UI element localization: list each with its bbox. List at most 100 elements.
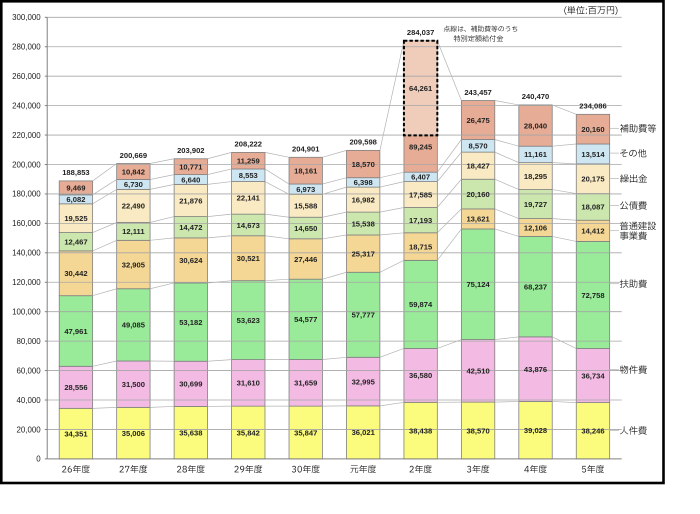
svg-text:18,427: 18,427 — [466, 161, 489, 170]
svg-text:68,237: 68,237 — [524, 282, 547, 291]
svg-text:14,412: 14,412 — [581, 227, 604, 236]
svg-text:20,175: 20,175 — [581, 175, 605, 184]
svg-text:180,000: 180,000 — [12, 190, 41, 199]
svg-text:60,000: 60,000 — [17, 366, 42, 375]
svg-text:18,295: 18,295 — [524, 172, 548, 181]
svg-text:10,771: 10,771 — [179, 162, 203, 171]
svg-text:38,246: 38,246 — [581, 427, 604, 436]
svg-text:75,124: 75,124 — [466, 280, 490, 289]
svg-text:21,876: 21,876 — [179, 196, 202, 205]
svg-text:19,525: 19,525 — [64, 214, 88, 223]
svg-text:27,446: 27,446 — [294, 255, 317, 264]
svg-text:64,261: 64,261 — [409, 84, 433, 93]
svg-text:8,553: 8,553 — [239, 171, 258, 180]
svg-text:54,577: 54,577 — [294, 315, 317, 324]
svg-text:140,000: 140,000 — [12, 249, 41, 258]
svg-text:42,510: 42,510 — [466, 367, 489, 376]
svg-text:160,000: 160,000 — [12, 219, 41, 228]
svg-text:284,037: 284,037 — [407, 28, 434, 37]
svg-text:220,000: 220,000 — [12, 131, 41, 140]
svg-text:39,028: 39,028 — [524, 426, 547, 435]
svg-text:14,650: 14,650 — [294, 224, 317, 233]
svg-text:89,245: 89,245 — [409, 143, 433, 152]
svg-text:280,000: 280,000 — [12, 43, 41, 52]
svg-text:200,000: 200,000 — [12, 160, 41, 169]
svg-text:188,853: 188,853 — [62, 168, 89, 177]
svg-text:17,585: 17,585 — [409, 190, 433, 199]
svg-text:25,317: 25,317 — [352, 249, 375, 258]
svg-text:200,669: 200,669 — [120, 151, 147, 160]
svg-text:26,475: 26,475 — [466, 116, 490, 125]
svg-text:14,673: 14,673 — [237, 221, 260, 230]
svg-text:11,161: 11,161 — [524, 150, 548, 159]
svg-text:32,995: 32,995 — [352, 377, 376, 386]
svg-text:35,847: 35,847 — [294, 428, 317, 437]
svg-text:240,470: 240,470 — [522, 92, 549, 101]
svg-text:6,973: 6,973 — [296, 185, 315, 194]
svg-text:19,727: 19,727 — [524, 200, 547, 209]
svg-text:12,106: 12,106 — [524, 223, 547, 232]
svg-text:20,160: 20,160 — [466, 190, 489, 199]
svg-text:80,000: 80,000 — [17, 337, 42, 346]
svg-text:15,538: 15,538 — [352, 219, 375, 228]
svg-text:38,438: 38,438 — [409, 426, 432, 435]
svg-text:13,514: 13,514 — [581, 150, 605, 159]
svg-text:40,000: 40,000 — [17, 396, 42, 405]
svg-text:204,901: 204,901 — [292, 145, 320, 154]
svg-text:15,588: 15,588 — [294, 202, 317, 211]
svg-text:12,467: 12,467 — [64, 238, 87, 247]
svg-text:6,082: 6,082 — [66, 195, 85, 204]
svg-text:6,640: 6,640 — [181, 175, 200, 184]
svg-text:47,961: 47,961 — [64, 327, 88, 336]
svg-text:100,000: 100,000 — [12, 308, 41, 317]
svg-text:12,111: 12,111 — [122, 227, 145, 236]
svg-text:59,874: 59,874 — [409, 300, 433, 309]
svg-text:208,222: 208,222 — [235, 140, 262, 149]
svg-text:53,623: 53,623 — [237, 316, 260, 325]
svg-text:30,521: 30,521 — [237, 254, 261, 263]
svg-text:18,087: 18,087 — [581, 203, 604, 212]
svg-text:260,000: 260,000 — [12, 72, 41, 81]
svg-text:6,398: 6,398 — [354, 178, 373, 187]
svg-text:31,659: 31,659 — [294, 379, 317, 388]
svg-text:35,842: 35,842 — [237, 428, 260, 437]
svg-text:203,902: 203,902 — [177, 146, 204, 155]
svg-text:17,193: 17,193 — [409, 216, 432, 225]
svg-text:300,000: 300,000 — [12, 13, 41, 22]
svg-text:6,730: 6,730 — [124, 180, 143, 189]
svg-text:30,624: 30,624 — [179, 256, 203, 265]
svg-text:6,407: 6,407 — [411, 173, 430, 182]
svg-text:209,598: 209,598 — [349, 138, 376, 147]
svg-text:35,006: 35,006 — [122, 429, 145, 438]
svg-text:18,161: 18,161 — [294, 166, 318, 175]
svg-text:35,638: 35,638 — [179, 428, 202, 437]
svg-text:18,570: 18,570 — [352, 160, 375, 169]
svg-text:0: 0 — [36, 455, 41, 464]
svg-text:28,040: 28,040 — [524, 121, 547, 130]
svg-text:22,490: 22,490 — [122, 202, 145, 211]
svg-text:43,876: 43,876 — [524, 365, 547, 374]
svg-text:8,570: 8,570 — [469, 142, 488, 151]
svg-text:31,610: 31,610 — [237, 379, 260, 388]
svg-text:240,000: 240,000 — [12, 101, 41, 110]
svg-text:22,141: 22,141 — [237, 194, 261, 203]
svg-text:38,570: 38,570 — [466, 426, 489, 435]
svg-text:10,842: 10,842 — [122, 167, 145, 176]
svg-text:243,457: 243,457 — [464, 88, 491, 97]
svg-text:9,469: 9,469 — [66, 184, 85, 193]
svg-text:32,905: 32,905 — [122, 260, 146, 269]
svg-text:28,556: 28,556 — [64, 383, 87, 392]
svg-text:120,000: 120,000 — [12, 278, 41, 287]
svg-text:31,500: 31,500 — [122, 380, 145, 389]
svg-text:30,699: 30,699 — [179, 380, 202, 389]
svg-text:234,086: 234,086 — [579, 102, 606, 111]
svg-text:36,580: 36,580 — [409, 371, 432, 380]
svg-text:36,734: 36,734 — [581, 371, 605, 380]
svg-text:49,085: 49,085 — [122, 321, 146, 330]
svg-text:30,442: 30,442 — [64, 269, 87, 278]
svg-text:14,472: 14,472 — [179, 223, 202, 232]
svg-text:20,160: 20,160 — [581, 125, 604, 134]
svg-text:34,351: 34,351 — [64, 429, 88, 438]
svg-text:53,182: 53,182 — [179, 318, 202, 327]
svg-text:13,621: 13,621 — [466, 215, 490, 224]
